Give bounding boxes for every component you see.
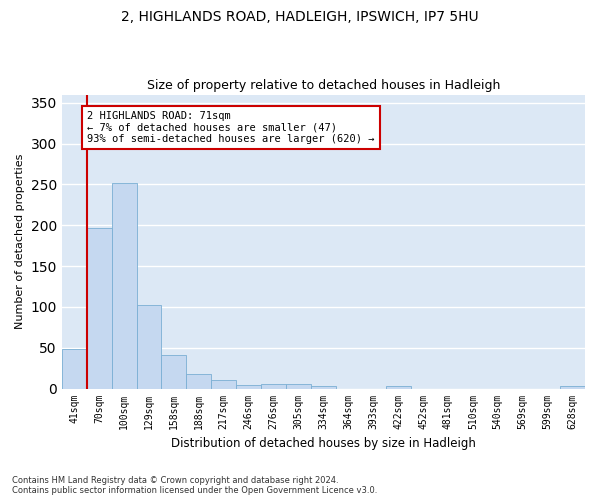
- Bar: [137, 306, 161, 388]
- Text: 2, HIGHLANDS ROAD, HADLEIGH, IPSWICH, IP7 5HU: 2, HIGHLANDS ROAD, HADLEIGH, IPSWICH, IP…: [121, 10, 479, 24]
- Text: Contains HM Land Registry data © Crown copyright and database right 2024.
Contai: Contains HM Land Registry data © Crown c…: [12, 476, 377, 495]
- Bar: [87, 228, 112, 388]
- Bar: [261, 384, 286, 388]
- Bar: [62, 348, 87, 389]
- Title: Size of property relative to detached houses in Hadleigh: Size of property relative to detached ho…: [147, 79, 500, 92]
- Bar: [286, 384, 311, 388]
- Bar: [187, 374, 211, 388]
- Bar: [161, 355, 187, 388]
- Bar: [560, 386, 585, 388]
- Bar: [236, 386, 261, 388]
- Bar: [386, 386, 410, 388]
- Bar: [211, 380, 236, 388]
- Bar: [311, 386, 336, 388]
- X-axis label: Distribution of detached houses by size in Hadleigh: Distribution of detached houses by size …: [171, 437, 476, 450]
- Bar: [112, 183, 137, 388]
- Text: 2 HIGHLANDS ROAD: 71sqm
← 7% of detached houses are smaller (47)
93% of semi-det: 2 HIGHLANDS ROAD: 71sqm ← 7% of detached…: [87, 111, 375, 144]
- Y-axis label: Number of detached properties: Number of detached properties: [15, 154, 25, 329]
